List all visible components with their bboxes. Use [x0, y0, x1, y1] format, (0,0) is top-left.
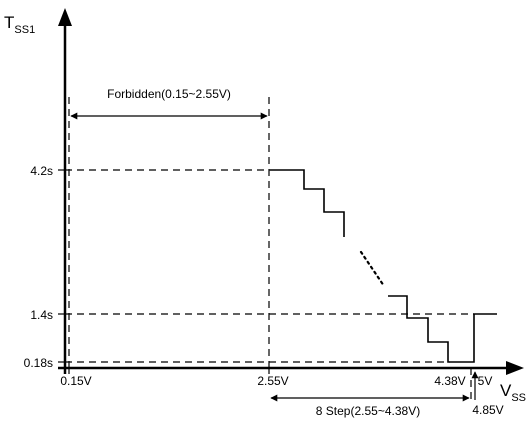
axes — [58, 8, 524, 375]
marker-4.85v: 4.85V — [471, 371, 504, 417]
x-axis-title-main: V — [500, 381, 512, 400]
y-ticks: 4.2s 1.4s 0.18s — [24, 164, 65, 370]
step-range-label: 8 Step(2.55~4.38V) — [316, 404, 420, 418]
y-tick-label-1.4s: 1.4s — [30, 308, 53, 322]
x-tick-label-5v: 5V — [478, 374, 493, 388]
y-tick-label-4.2s: 4.2s — [30, 164, 53, 178]
step-curve-lower — [388, 295, 497, 363]
guide-lines — [65, 97, 474, 404]
y-axis-title: TSS1 — [4, 13, 35, 36]
step-curve-ellipsis — [359, 250, 386, 288]
x-ticks: 0.15V 2.55V 4.38V 5V — [60, 368, 492, 388]
y-tick-label-0.18s: 0.18s — [24, 356, 53, 370]
x-axis-title: VSS — [500, 381, 526, 404]
step-curve-upper — [270, 169, 345, 237]
marker-4.85v-label: 4.85V — [472, 403, 503, 417]
x-tick-label-0.15v: 0.15V — [60, 374, 91, 388]
y-axis-arrow-icon — [58, 8, 72, 26]
y-axis-title-main: T — [4, 13, 14, 32]
x-axis-title-sub: SS — [511, 392, 526, 404]
y-axis-title-sub: SS1 — [14, 24, 35, 36]
x-tick-label-2.55v: 2.55V — [257, 374, 288, 388]
x-tick-label-4.38v: 4.38V — [434, 374, 465, 388]
step-range: 8 Step(2.55~4.38V) — [270, 394, 470, 418]
forbidden-range-label: Forbidden(0.15~2.55V) — [107, 87, 231, 101]
x-axis-arrow-icon — [506, 361, 524, 375]
step-curve — [270, 169, 497, 363]
forbidden-range: Forbidden(0.15~2.55V) — [70, 87, 268, 120]
